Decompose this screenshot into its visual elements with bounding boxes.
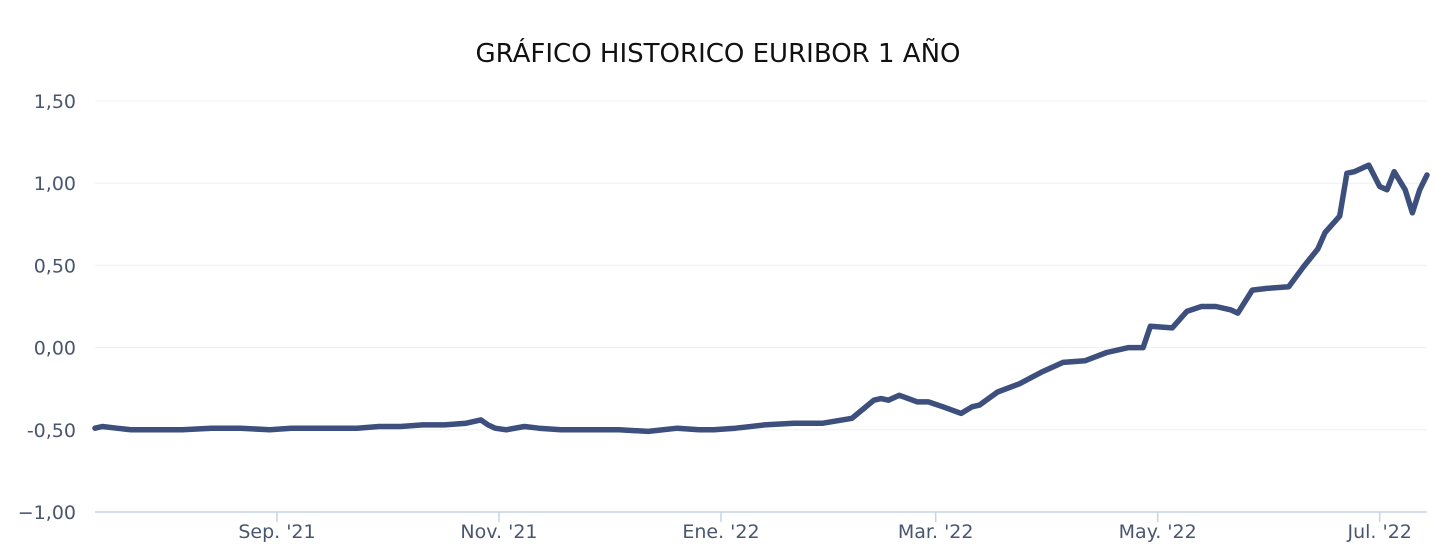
chart-title: GRÁFICO HISTORICO EURIBOR 1 AÑO: [475, 37, 960, 69]
series-line: [92, 162, 1430, 435]
x-tick-label: Nov. '21: [460, 521, 537, 543]
x-tick-label: Mar. '22: [898, 521, 974, 543]
y-tick-label: -0,50: [27, 420, 76, 442]
y-axis-ticks: 1,50 1,00 0,50 0,00 -0,50 −1,00: [18, 91, 76, 524]
y-tick-label: 1,00: [34, 173, 76, 195]
x-tick-label: Sep. '21: [238, 521, 315, 543]
x-tick-label: Jul. '22: [1346, 521, 1411, 543]
series-group: [92, 162, 1430, 435]
x-tick-label: May. '22: [1119, 521, 1197, 543]
gridlines: [95, 100, 1427, 431]
y-tick-label: 0,00: [34, 338, 76, 360]
y-tick-label: 1,50: [34, 91, 76, 113]
y-tick-label: 0,50: [34, 255, 76, 277]
x-tick-label: Ene. '22: [682, 521, 759, 543]
x-axis-ticks: Sep. '21 Nov. '21 Ene. '22 Mar. '22 May. '22…: [238, 512, 1412, 543]
y-tick-label: −1,00: [18, 502, 76, 524]
